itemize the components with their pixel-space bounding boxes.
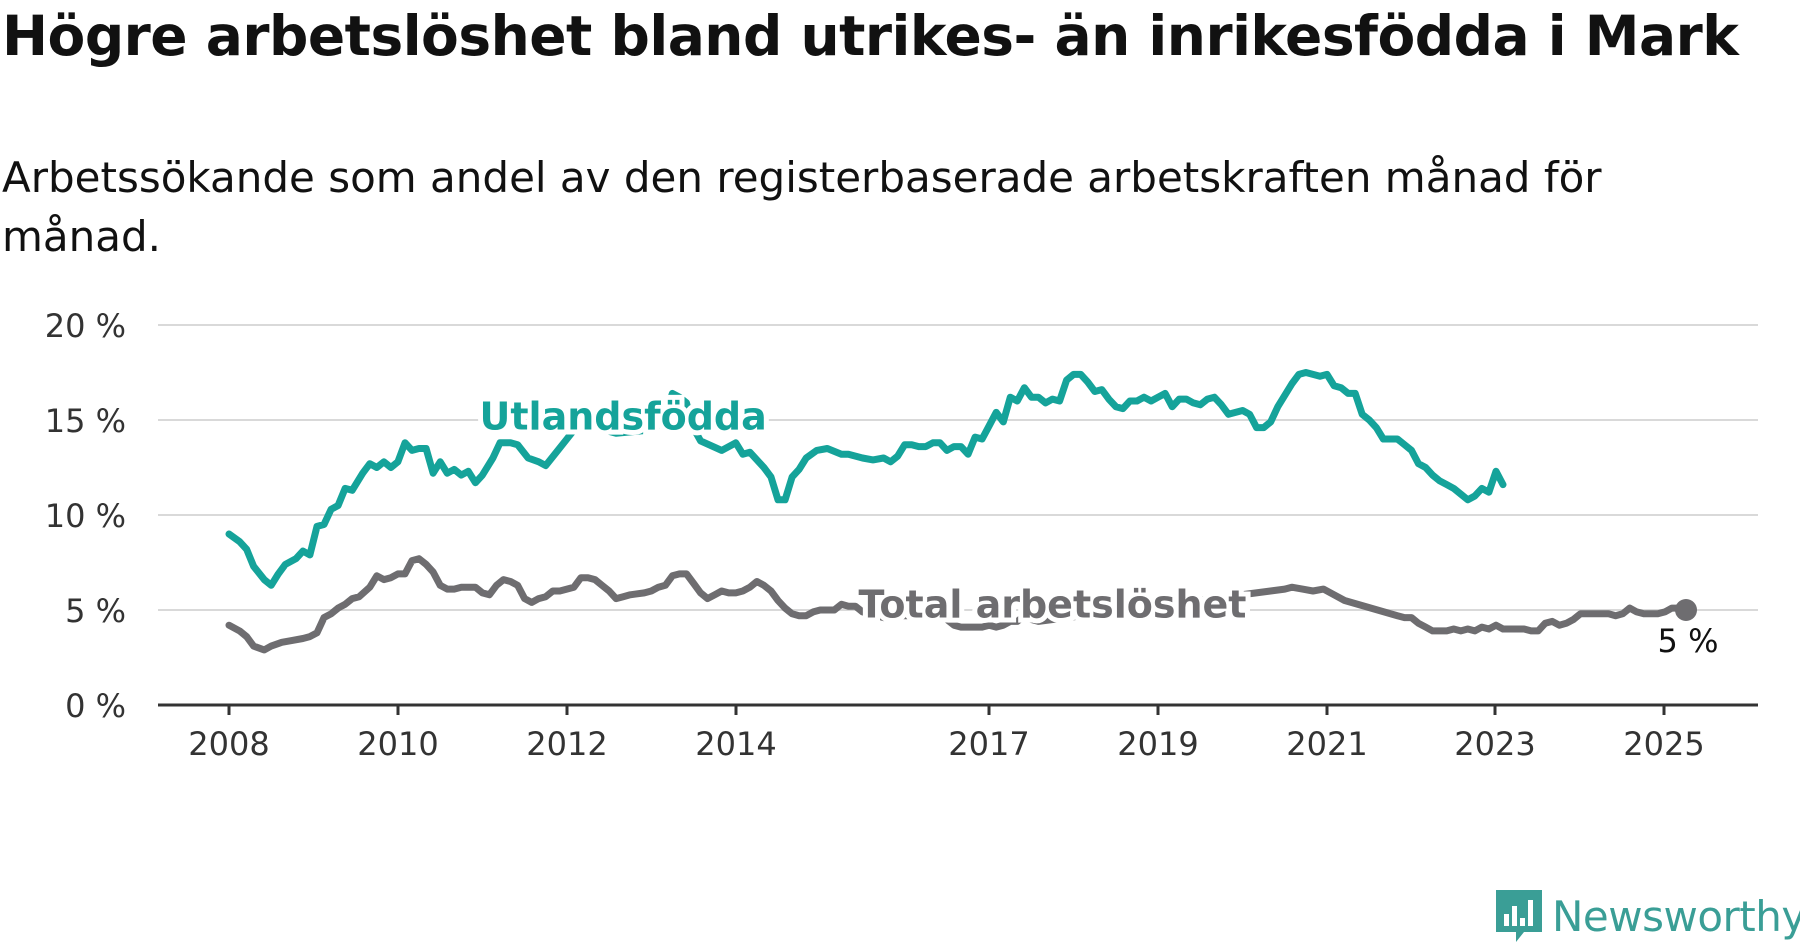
y-tick-label: 20 %: [45, 307, 126, 345]
series-labels: Utlandsfödda Total arbetslöshet 5 %: [475, 390, 1719, 661]
series-line-1: [225, 555, 1690, 654]
x-tick-label: 2023: [1454, 725, 1535, 763]
y-tick-label: 0 %: [65, 687, 126, 725]
chart-title: Högre arbetslöshet bland utrikes- än inr…: [2, 4, 1739, 68]
x-tick-label: 2017: [948, 725, 1029, 763]
x-tick-label: 2008: [188, 725, 269, 763]
brand-logo: Newsworthy: [1494, 888, 1800, 944]
chart-subtitle: Arbetssökande som andel av den registerb…: [2, 153, 1602, 261]
x-tick-label: 2010: [357, 725, 438, 763]
x-tick-label: 2025: [1623, 725, 1704, 763]
newsworthy-logo-icon: [1496, 890, 1542, 942]
y-tick-label: 5 %: [65, 592, 126, 630]
y-tick-label: 10 %: [45, 497, 126, 535]
x-tick-label: 2012: [526, 725, 607, 763]
grid-lines: [158, 324, 1758, 611]
y-axis: 0 % 5 % 10 % 15 % 20 %: [45, 307, 126, 725]
series-label-1: Total arbetslöshet: [859, 583, 1247, 627]
x-tick-label: 2021: [1286, 725, 1367, 763]
end-value-label: 5 %: [1658, 622, 1719, 660]
x-tick-label: 2014: [695, 725, 776, 763]
end-point-marker: [1675, 599, 1697, 621]
y-tick-label: 15 %: [45, 402, 126, 440]
series-lines: [225, 369, 1690, 654]
x-tick-label: 2019: [1117, 725, 1198, 763]
brand-name: Newsworthy: [1552, 891, 1800, 941]
series-line-0: [225, 369, 1507, 589]
x-axis: 2008 2010 2012 2014 2017 2019 2021 2023 2025: [158, 703, 1758, 763]
series-label-0: Utlandsfödda: [480, 395, 767, 439]
